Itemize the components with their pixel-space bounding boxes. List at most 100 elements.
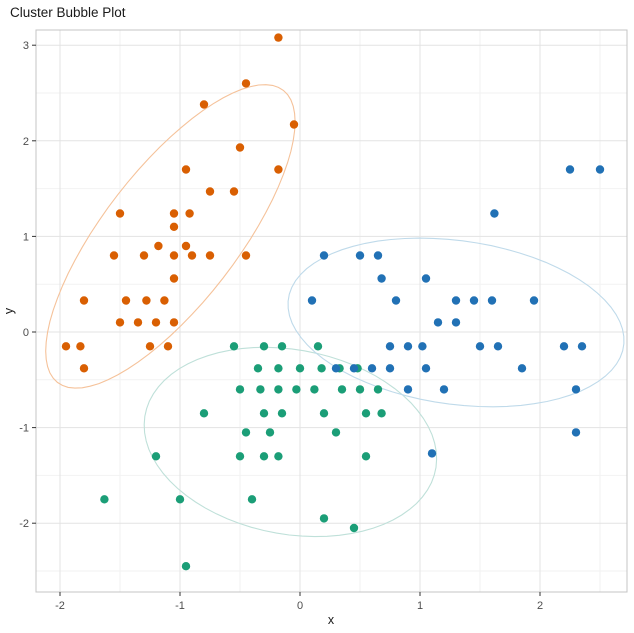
data-point-cluster-orange: [205, 187, 215, 196]
data-point-cluster-green: [319, 514, 329, 523]
y-tick-label: 0: [23, 327, 29, 339]
data-point-cluster-blue: [349, 364, 359, 373]
y-tick-label: 2: [23, 136, 29, 148]
panel-border: [35, 29, 628, 593]
data-point-cluster-green: [355, 385, 365, 394]
data-point-cluster-blue: [385, 342, 395, 351]
points-layer: [61, 33, 605, 571]
data-point-cluster-green: [295, 364, 305, 373]
data-point-cluster-blue: [373, 251, 383, 260]
data-point-cluster-blue: [391, 296, 401, 305]
data-point-cluster-blue: [331, 364, 341, 373]
data-point-cluster-green: [256, 385, 265, 394]
data-point-cluster-green: [235, 385, 245, 394]
data-point-cluster-orange: [79, 296, 89, 305]
y-tick-label: -2: [19, 518, 29, 530]
data-point-cluster-green: [292, 385, 301, 394]
data-point-cluster-orange: [169, 274, 179, 283]
y-tick-label: -1: [19, 423, 29, 435]
data-point-cluster-orange: [181, 165, 191, 174]
x-tick-label: -1: [175, 600, 185, 612]
data-point-cluster-blue: [493, 342, 503, 351]
data-point-cluster-orange: [61, 342, 71, 351]
data-point-cluster-green: [361, 452, 371, 461]
data-point-cluster-blue: [433, 318, 443, 327]
data-point-cluster-blue: [403, 385, 413, 394]
data-point-cluster-blue: [367, 364, 377, 373]
data-point-cluster-green: [310, 385, 319, 394]
data-point-cluster-orange: [187, 251, 197, 260]
ellipse-cluster-blue: [287, 237, 625, 408]
data-point-cluster-green: [331, 428, 341, 437]
data-point-cluster-green: [277, 409, 287, 418]
data-point-cluster-green: [151, 452, 161, 461]
data-point-cluster-orange: [235, 143, 245, 152]
data-point-cluster-green: [259, 342, 269, 351]
data-point-cluster-green: [175, 495, 185, 504]
data-point-cluster-green: [319, 409, 329, 418]
data-point-cluster-orange: [274, 33, 283, 42]
data-point-cluster-blue: [421, 274, 431, 283]
data-point-cluster-orange: [79, 364, 89, 373]
data-point-cluster-orange: [115, 209, 125, 218]
axes-layer: -2 -1 0 1 2 -2 -1 0 1 2 3: [19, 29, 628, 612]
data-point-cluster-orange: [160, 296, 169, 305]
data-point-cluster-blue: [475, 342, 485, 351]
data-point-cluster-blue: [439, 385, 449, 394]
data-point-cluster-orange: [115, 318, 125, 327]
data-point-cluster-green: [313, 342, 323, 351]
data-point-cluster-green: [274, 452, 283, 461]
data-point-cluster-green: [317, 364, 326, 373]
data-point-cluster-orange: [154, 241, 163, 251]
data-point-cluster-blue: [469, 296, 479, 305]
data-point-cluster-green: [361, 409, 371, 418]
data-point-cluster-orange: [76, 342, 85, 351]
x-tick-label: 2: [537, 600, 543, 612]
data-point-cluster-orange: [169, 318, 179, 327]
data-point-cluster-green: [199, 409, 209, 418]
data-point-cluster-blue: [571, 385, 581, 394]
x-tick-label: -2: [55, 600, 65, 612]
data-point-cluster-blue: [421, 364, 431, 373]
data-point-cluster-blue: [559, 342, 569, 351]
data-point-cluster-orange: [205, 251, 215, 260]
data-point-cluster-blue: [529, 296, 539, 305]
data-point-cluster-green: [241, 428, 251, 437]
data-point-cluster-green: [181, 562, 191, 571]
data-point-cluster-blue: [451, 296, 461, 305]
data-point-cluster-green: [100, 495, 109, 504]
data-point-cluster-green: [247, 495, 257, 504]
data-point-cluster-green: [235, 452, 245, 461]
data-point-cluster-orange: [121, 296, 131, 305]
data-point-cluster-blue: [490, 209, 499, 218]
data-point-cluster-orange: [199, 100, 209, 109]
data-point-cluster-green: [377, 409, 386, 418]
data-point-cluster-orange: [142, 296, 151, 305]
data-point-cluster-orange: [185, 209, 194, 218]
data-point-cluster-green: [259, 409, 269, 418]
data-point-cluster-orange: [274, 165, 283, 174]
x-tick-label: 0: [297, 600, 303, 612]
plot-title: Cluster Bubble Plot: [10, 5, 126, 20]
data-point-cluster-orange: [139, 251, 149, 260]
data-point-cluster-orange: [169, 209, 179, 218]
x-tick-label: 1: [417, 600, 423, 612]
data-point-cluster-green: [277, 342, 287, 351]
data-point-cluster-green: [274, 364, 283, 373]
ellipse-cluster-orange: [45, 84, 296, 389]
data-point-cluster-blue: [595, 165, 605, 174]
data-point-cluster-blue: [307, 296, 317, 305]
data-point-cluster-blue: [577, 342, 587, 351]
data-point-cluster-orange: [241, 79, 251, 88]
data-point-cluster-orange: [133, 318, 143, 327]
data-point-cluster-green: [229, 342, 239, 351]
data-point-cluster-orange: [169, 251, 179, 260]
data-point-cluster-blue: [319, 251, 329, 260]
data-point-cluster-blue: [517, 364, 527, 373]
data-point-cluster-blue: [571, 428, 581, 437]
data-point-cluster-orange: [151, 318, 161, 327]
data-point-cluster-green: [259, 452, 269, 461]
data-point-cluster-green: [373, 385, 383, 394]
